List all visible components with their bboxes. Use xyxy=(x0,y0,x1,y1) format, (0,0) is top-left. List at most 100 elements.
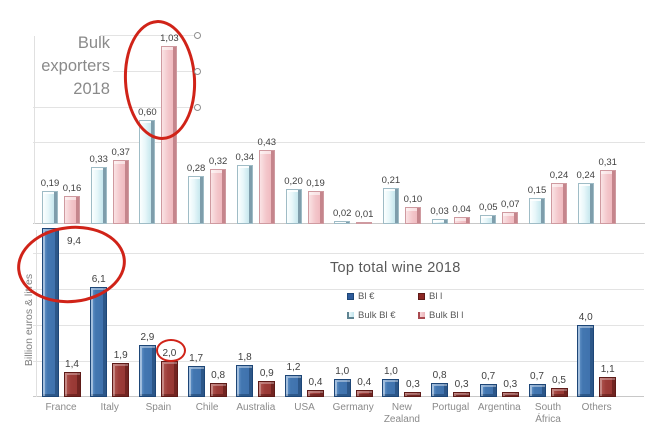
legend-label: Bulk Bl l xyxy=(429,310,464,321)
legend-swatch-cyan xyxy=(347,312,354,319)
value-label-portugal-bulk-bl-: 0,03 xyxy=(430,205,449,217)
value-label-australia-bl-l: 0,9 xyxy=(259,367,274,379)
value-label-australia-bulk-bl-l: 0,43 xyxy=(257,136,277,148)
value-label-south-frica-bulk-bl-: 0,15 xyxy=(527,185,547,197)
category-label-spain: Spain xyxy=(145,402,172,413)
bar-usa-bl- xyxy=(285,375,302,397)
bar-others-bulk-bl- xyxy=(577,182,594,224)
value-label-spain-bl-: 2,9 xyxy=(140,331,155,343)
value-label-argentina-bulk-bl-: 0,05 xyxy=(479,202,498,214)
gridline xyxy=(33,107,197,108)
value-label-germany-bulk-bl-: 0,02 xyxy=(332,207,352,219)
bar-south-frica-bulk-bl-l xyxy=(551,182,567,224)
bar-usa-bulk-bl- xyxy=(285,189,302,224)
legend-label: Bl l xyxy=(429,291,443,302)
bar-france-bulk-bl- xyxy=(42,191,58,224)
bar-others-bl-l xyxy=(599,377,617,397)
value-label-germany-bulk-bl-l: 0,01 xyxy=(354,209,374,221)
bar-argentina-bl-l xyxy=(501,391,519,397)
annotation-circle-spain-value xyxy=(156,339,186,362)
value-label-italy-bl-l: 1,9 xyxy=(113,349,128,361)
gridline xyxy=(33,253,644,254)
value-label-south-frica-bulk-bl-l: 0,24 xyxy=(549,169,569,181)
legend-item-bulk-bl-l: Bulk Bl l xyxy=(418,310,463,321)
bar-portugal-bulk-bl-l xyxy=(453,217,470,224)
gridline xyxy=(100,35,196,36)
category-label-italy: Italy xyxy=(100,402,119,413)
bar-australia-bulk-bl- xyxy=(236,165,253,224)
value-label-argentina-bl-: 0,7 xyxy=(481,371,496,383)
selection-handle xyxy=(194,104,201,111)
category-label-chile: Chile xyxy=(195,402,219,413)
top-chart-title: Bulk exporters 2018 xyxy=(41,34,110,98)
bar-spain-bl- xyxy=(138,344,156,397)
bar-usa-bulk-bl-l xyxy=(307,191,324,224)
bar-new-zealand-bl-l xyxy=(404,391,422,397)
value-label-germany-bl-: 1,0 xyxy=(335,366,350,377)
value-label-chile-bl-l: 0,8 xyxy=(211,369,226,381)
value-label-france-bulk-bl-: 0,19 xyxy=(40,178,60,190)
category-label-usa: USA xyxy=(294,402,315,413)
category-label-germany: Germany xyxy=(332,402,374,413)
bar-others-bl- xyxy=(577,325,595,397)
y-axis-line xyxy=(36,230,37,397)
bar-italy-bulk-bl-l xyxy=(112,160,129,224)
y-axis-line xyxy=(34,36,35,224)
value-label-others-bl-: 4,0 xyxy=(578,312,593,323)
gridline xyxy=(33,142,645,143)
legend-swatch-darkred xyxy=(418,293,425,300)
value-label-argentina-bulk-bl-l: 0,07 xyxy=(501,198,520,210)
value-label-chile-bl-: 1,7 xyxy=(189,353,204,365)
value-label-france-bulk-bl-l: 0,16 xyxy=(62,183,82,195)
value-label-others-bl-l: 1,1 xyxy=(600,364,615,376)
value-label-france-bl-l: 1,4 xyxy=(65,358,79,370)
value-label-italy-bl-: 6,1 xyxy=(91,274,106,286)
value-label-usa-bulk-bl-l: 0,19 xyxy=(306,178,325,190)
bar-chile-bl- xyxy=(187,366,205,397)
value-label-chile-bulk-bl-l: 0,32 xyxy=(208,155,228,167)
bar-spain-bulk-bl-l xyxy=(161,45,178,224)
category-label-new-zealand: New Zealand xyxy=(383,402,420,425)
category-label-australia: Australia xyxy=(236,402,276,413)
bar-australia-bulk-bl-l xyxy=(258,149,275,224)
bar-chile-bl-l xyxy=(209,382,227,397)
value-label-italy-bulk-bl-: 0,33 xyxy=(89,153,108,165)
bar-usa-bl-l xyxy=(307,389,324,397)
value-label-others-bulk-bl-l: 0,31 xyxy=(598,157,617,169)
bar-france-bl- xyxy=(41,227,59,397)
bar-australia-bl- xyxy=(236,364,254,397)
value-label-spain-bulk-bl-: 0,60 xyxy=(138,107,157,119)
value-label-new-zealand-bulk-bl-l: 0,10 xyxy=(403,193,423,205)
value-label-usa-bl-l: 0,4 xyxy=(308,376,323,388)
category-label-others: Others xyxy=(581,402,612,413)
bar-portugal-bl- xyxy=(431,382,449,397)
gridline xyxy=(33,361,644,362)
bar-others-bulk-bl-l xyxy=(599,170,616,224)
bar-germany-bulk-bl- xyxy=(334,220,351,224)
value-label-new-zealand-bulk-bl-: 0,21 xyxy=(381,174,401,186)
selection-handle xyxy=(194,32,201,39)
value-label-usa-bl-: 1,2 xyxy=(286,362,301,374)
legend-label: Bulk Bl € xyxy=(358,310,396,321)
value-label-new-zealand-bl-l: 0,3 xyxy=(405,378,420,390)
value-label-chile-bulk-bl-: 0,28 xyxy=(186,162,206,174)
value-label-italy-bulk-bl-l: 0,37 xyxy=(111,147,130,158)
bottom-chart-title: Top total wine 2018 xyxy=(330,260,461,276)
selection-handle xyxy=(194,68,201,75)
bar-portugal-bulk-bl- xyxy=(431,218,448,224)
legend-item-bl-: Bl € xyxy=(347,291,374,302)
bar-spain-bulk-bl- xyxy=(139,120,156,224)
bar-spain-bl-l xyxy=(160,361,178,397)
value-label-spain-bulk-bl-l: 1,03 xyxy=(160,32,179,44)
bar-germany-bl- xyxy=(333,379,351,397)
value-label-south-frica-bl-: 0,7 xyxy=(530,371,544,383)
value-label-germany-bl-l: 0,4 xyxy=(357,376,372,388)
bar-chile-bulk-bl- xyxy=(188,175,205,224)
value-label-argentina-bl-l: 0,3 xyxy=(503,378,518,390)
bar-germany-bl-l xyxy=(355,389,373,397)
bar-italy-bulk-bl- xyxy=(90,166,107,224)
bar-portugal-bl-l xyxy=(453,391,471,397)
bar-new-zealand-bulk-bl- xyxy=(382,187,399,224)
